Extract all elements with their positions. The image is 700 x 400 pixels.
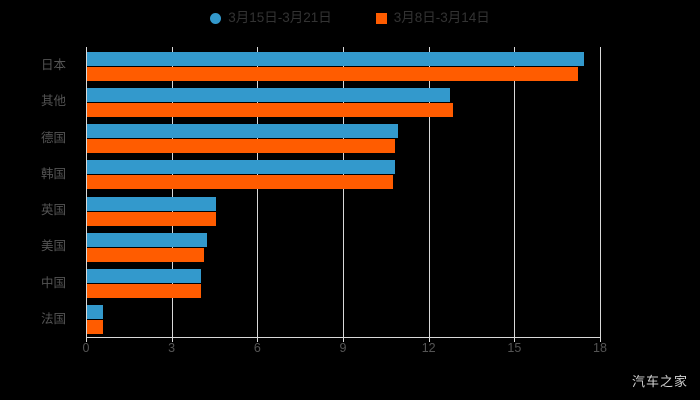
y-axis-label-其他: 其他: [40, 94, 66, 109]
legend-item-1[interactable]: 3月8日-3月14日: [375, 10, 490, 26]
y-axis-label-中国: 中国: [40, 275, 66, 290]
bar-日本-3月8日-3月14日[interactable]: [87, 66, 579, 81]
bar-德国-3月8日-3月14日[interactable]: [87, 139, 396, 154]
bar-中国-3月8日-3月14日[interactable]: [87, 284, 202, 299]
bar-日本-3月15日-3月21日[interactable]: [87, 51, 584, 66]
legend-circle-icon: [210, 12, 222, 24]
watermark: 汽车之家: [631, 374, 688, 389]
bar-其他-3月15日-3月21日[interactable]: [87, 87, 450, 102]
bar-英国-3月15日-3月21日[interactable]: [87, 196, 216, 211]
legend-label-1: 3月8日-3月14日: [393, 10, 490, 26]
gridline-6: [257, 47, 259, 337]
tick-mark-3: [171, 337, 173, 342]
bar-法国-3月15日-3月21日[interactable]: [87, 305, 103, 320]
plot-area: [86, 47, 601, 337]
tick-mark-9: [343, 337, 344, 342]
tick-mark-12: [428, 337, 430, 342]
legend-label-0: 3月15日-3月21日: [228, 10, 332, 26]
tick-mark-6: [257, 337, 259, 342]
y-axis-labels: 日本其他德国韩国英国美国中国法国: [0, 47, 76, 337]
x-axis-label-9: 9: [339, 341, 347, 355]
x-axis-label-0: 0: [82, 341, 90, 355]
y-axis-label-美国: 美国: [40, 239, 66, 254]
y-axis-line: [86, 47, 87, 337]
x-axis-label-15: 15: [507, 341, 522, 355]
bar-中国-3月15日-3月21日[interactable]: [87, 269, 202, 284]
bar-韩国-3月15日-3月21日[interactable]: [87, 160, 396, 175]
bar-美国-3月8日-3月14日[interactable]: [87, 247, 205, 262]
y-axis-label-德国: 德国: [40, 130, 66, 145]
x-axis-label-6: 6: [253, 341, 261, 355]
gridline-15: [514, 47, 516, 337]
y-axis-label-法国: 法国: [40, 311, 66, 326]
y-axis-label-韩国: 韩国: [40, 166, 66, 181]
tick-mark-0: [86, 337, 87, 342]
legend-item-0[interactable]: 3月15日-3月21日: [210, 11, 332, 25]
chart-legend: 3月15日-3月21日 3月8日-3月14日: [0, 6, 700, 30]
bar-其他-3月8日-3月14日[interactable]: [87, 102, 453, 117]
y-axis-label-日本: 日本: [40, 58, 66, 73]
x-axis-label-18: 18: [593, 341, 607, 355]
tick-mark-15: [514, 337, 516, 342]
gridline-18: [600, 47, 601, 337]
bar-法国-3月8日-3月14日[interactable]: [87, 320, 103, 335]
legend-square-icon: [375, 12, 387, 24]
bar-德国-3月15日-3月21日[interactable]: [87, 124, 399, 139]
bar-英国-3月8日-3月14日[interactable]: [87, 211, 216, 226]
x-axis-labels: 0 3 6 9 12 15 18: [0, 342, 700, 364]
bar-韩国-3月8日-3月14日[interactable]: [87, 175, 393, 190]
y-axis-label-英国: 英国: [40, 203, 66, 218]
bar-美国-3月15日-3月21日[interactable]: [87, 232, 207, 247]
gridline-3: [171, 47, 173, 337]
x-axis-label-12: 12: [421, 341, 436, 355]
gridline-12: [428, 47, 430, 337]
tick-mark-18: [600, 337, 601, 342]
x-axis-label-3: 3: [168, 341, 176, 355]
gridline-9: [343, 47, 344, 337]
